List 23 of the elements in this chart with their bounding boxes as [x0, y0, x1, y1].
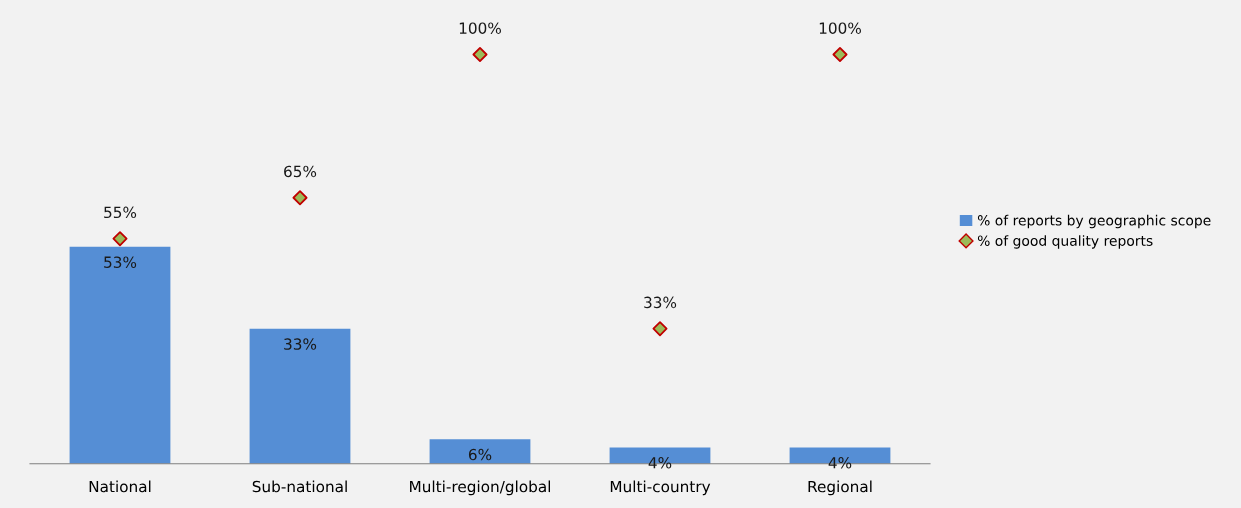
x-tick-label: Sub-national [252, 480, 347, 493]
x-tick-label: Multi-country [610, 480, 711, 496]
bar [69, 246, 171, 464]
data-label: 33% [644, 296, 677, 309]
data-label: 53% [104, 256, 137, 268]
point [472, 47, 488, 62]
x-tick-label: Regional [808, 480, 872, 496]
point [652, 321, 668, 337]
x-tick-label: National [89, 480, 151, 493]
data-label: 100% [819, 22, 861, 34]
point [292, 190, 308, 206]
data-label: 100% [459, 22, 501, 34]
x-tick-label: Multi-region/global [410, 480, 551, 496]
bar [249, 328, 351, 464]
bar [429, 439, 531, 464]
legend-label: % of good quality reports [977, 235, 1153, 249]
point [832, 47, 848, 62]
data-label: 55% [104, 206, 137, 219]
legend-label: % of reports by geographic scope [977, 214, 1211, 229]
point [112, 231, 128, 247]
data-label: 6% [468, 448, 492, 461]
data-label: 33% [284, 338, 317, 350]
data-label: 65% [284, 165, 317, 178]
